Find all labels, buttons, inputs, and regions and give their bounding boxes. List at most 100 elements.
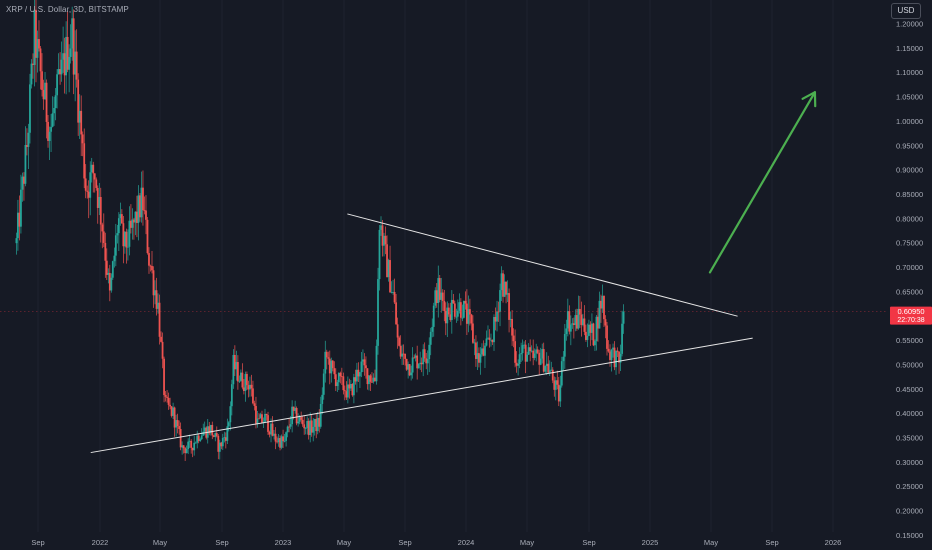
candle	[233, 345, 236, 376]
symbol-title: XRP / U.S. Dollar, 3D, BITSTAMP	[6, 5, 129, 14]
candle	[541, 343, 544, 364]
candle	[464, 291, 467, 310]
candle	[529, 339, 532, 362]
candle	[562, 351, 565, 371]
candle	[71, 6, 74, 61]
candle	[352, 373, 355, 404]
candle	[125, 228, 128, 264]
candle	[583, 305, 586, 336]
candle	[160, 331, 162, 343]
candle	[538, 349, 541, 376]
upper-trendline[interactable]	[347, 213, 738, 317]
candle	[371, 372, 373, 384]
candle	[167, 392, 170, 410]
candle	[185, 445, 188, 454]
candle	[123, 231, 126, 254]
candle	[184, 446, 187, 461]
candle	[342, 372, 345, 395]
candle	[39, 46, 42, 90]
candle	[187, 438, 190, 455]
candle	[475, 335, 477, 367]
candle	[539, 347, 542, 366]
candle	[601, 284, 604, 313]
candle	[547, 355, 550, 374]
candle	[559, 375, 562, 408]
candle	[591, 313, 593, 341]
candle	[291, 400, 294, 433]
lower-trendline[interactable]	[90, 337, 753, 454]
candle	[191, 447, 194, 458]
candle	[54, 87, 57, 121]
candle	[575, 308, 578, 331]
candle	[544, 365, 547, 374]
candle	[618, 350, 620, 374]
candle	[90, 157, 93, 183]
candle	[99, 187, 102, 243]
candle	[505, 281, 507, 304]
price-tick-label: 0.75000	[896, 239, 923, 248]
candle	[173, 406, 176, 437]
candle	[426, 350, 429, 375]
candle	[111, 260, 114, 280]
candle	[452, 293, 455, 304]
candle	[310, 414, 313, 437]
candle	[434, 287, 437, 309]
candle	[484, 342, 486, 369]
candle	[603, 295, 605, 328]
candle	[53, 96, 55, 126]
candle	[32, 53, 34, 79]
candle	[51, 96, 54, 128]
candle	[26, 128, 28, 156]
trendline-drawings[interactable]	[90, 91, 817, 454]
currency-button[interactable]: USD	[891, 3, 921, 19]
price-tick-label: 0.95000	[896, 141, 923, 150]
candle	[527, 343, 530, 356]
candle	[585, 324, 587, 342]
candle	[105, 248, 108, 281]
time-tick-label: May	[337, 538, 351, 547]
candle	[411, 347, 414, 379]
candle	[178, 420, 181, 435]
price-tick-label: 1.20000	[896, 20, 923, 29]
candle	[572, 317, 575, 339]
candle	[378, 225, 381, 291]
candle	[23, 172, 25, 201]
candle	[542, 342, 545, 373]
price-badge-bg	[890, 306, 932, 325]
candle	[395, 294, 397, 325]
candle	[83, 128, 86, 189]
price-tick-label: 0.40000	[896, 409, 923, 418]
candle	[313, 418, 316, 436]
candle	[30, 59, 33, 89]
candle	[108, 264, 111, 302]
bullish-projection-arrow[interactable]	[708, 91, 817, 274]
candle	[181, 441, 184, 455]
candle	[485, 330, 488, 347]
candle	[339, 371, 342, 384]
candle	[469, 298, 471, 326]
candle	[592, 322, 595, 347]
price-tick-label: 0.25000	[896, 482, 923, 491]
candle	[261, 410, 263, 424]
candle	[437, 265, 440, 318]
candle	[346, 376, 349, 404]
candle	[586, 323, 589, 348]
candle	[176, 413, 179, 434]
candle	[243, 379, 245, 395]
candle	[268, 430, 271, 438]
time-axis[interactable]: Sep 2022 May Sep 2023 May Sep 2024 May Sep 2025 May…	[31, 538, 841, 547]
candle	[535, 343, 538, 362]
candle	[63, 37, 66, 94]
candle	[277, 433, 280, 447]
candle	[93, 173, 96, 193]
candle	[169, 397, 171, 410]
candle	[193, 435, 196, 456]
price-axis[interactable]: 1.20000 1.15000 1.10000 1.05000 1.00000 0.950…	[896, 20, 923, 540]
candle	[110, 273, 113, 293]
candle	[488, 329, 491, 348]
candle	[512, 328, 515, 348]
candle	[232, 349, 235, 389]
candle	[612, 343, 614, 358]
candle	[380, 216, 382, 236]
